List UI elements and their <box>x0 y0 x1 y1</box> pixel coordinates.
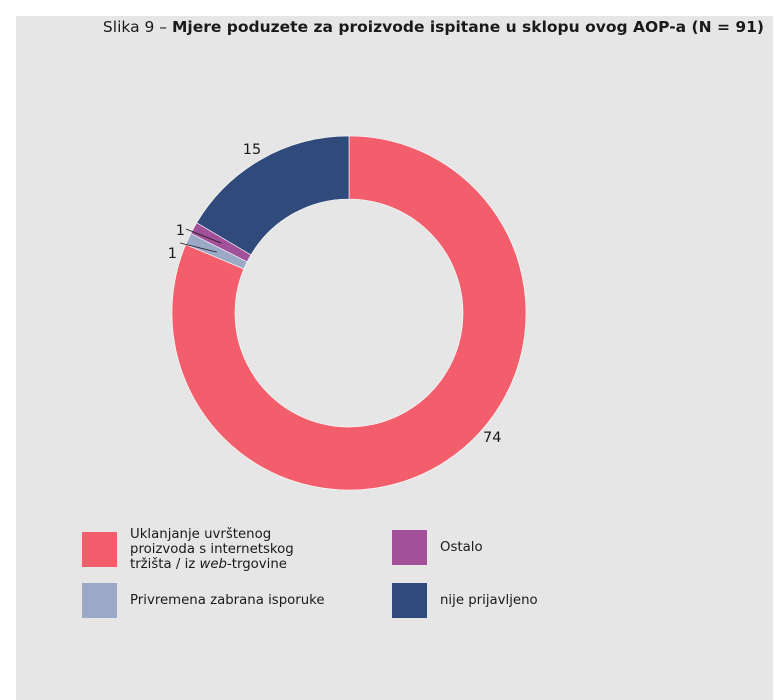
chart-title: Slika 9 – Mjere poduzete za proizvode is… <box>103 18 764 36</box>
legend-item-ostalo: Ostalo <box>392 530 483 565</box>
legend-swatch-uklanjanje <box>82 532 117 567</box>
title-prefix: Slika 9 – <box>102 18 172 36</box>
legend-swatch-ostalo <box>392 530 427 565</box>
legend-swatch-privremena <box>82 583 117 618</box>
legend-item-nije-prijavljeno: nije prijavljeno <box>392 583 538 618</box>
data-label-ostalo: 1 <box>176 223 185 239</box>
data-label-uklanjanje: 74 <box>483 430 501 446</box>
legend-label-uklanjanje: Uklanjanje uvrštenog proizvoda s interne… <box>130 527 294 572</box>
legend-item-privremena: Privremena zabrana isporuke <box>82 583 325 618</box>
legend-label-ostalo: Ostalo <box>440 540 483 555</box>
title-main: Mjere poduzete za proizvode ispitane u s… <box>171 18 764 36</box>
leader-line-privremena <box>179 242 217 253</box>
slice-uklanjanje <box>171 135 527 491</box>
legend-swatch-nije-prijavljeno <box>392 583 427 618</box>
slice-nije-prijavljeno <box>196 135 350 256</box>
data-label-nije-prijavljeno: 15 <box>243 142 261 158</box>
legend-label-nije-prijavljeno: nije prijavljeno <box>440 593 538 608</box>
data-label-privremena: 1 <box>168 246 177 262</box>
leader-line-ostalo <box>185 228 222 244</box>
legend-item-uklanjanje: Uklanjanje uvrštenog proizvoda s interne… <box>82 527 294 572</box>
legend-label-privremena: Privremena zabrana isporuke <box>130 593 325 608</box>
donut-chart: 74 1 1 15 <box>168 135 527 491</box>
